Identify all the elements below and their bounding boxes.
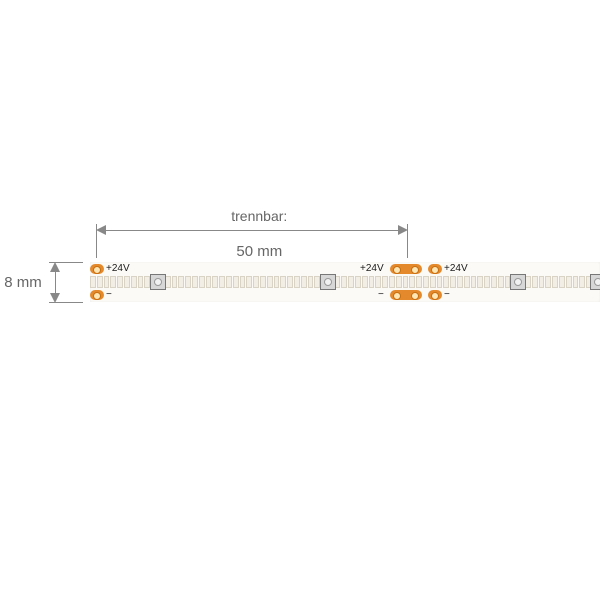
horiz-dim-arrow-right (398, 225, 408, 235)
solder-pad (90, 264, 104, 274)
led (573, 276, 579, 288)
pad-label: − (378, 289, 384, 300)
led (308, 276, 314, 288)
resistor-chip (590, 274, 600, 290)
led (97, 276, 103, 288)
led (117, 276, 123, 288)
led (389, 276, 395, 288)
pad-label: +24V (106, 263, 130, 274)
led (369, 276, 375, 288)
horiz-dim-arrow-left (96, 225, 106, 235)
pad-label: − (106, 289, 112, 300)
led (138, 276, 144, 288)
led (104, 276, 110, 288)
led (294, 276, 300, 288)
led (450, 276, 456, 288)
led (484, 276, 490, 288)
led (362, 276, 368, 288)
led (375, 276, 381, 288)
pad-label: +24V (360, 263, 384, 274)
led (409, 276, 415, 288)
led (185, 276, 191, 288)
led (491, 276, 497, 288)
led (430, 276, 436, 288)
led (532, 276, 538, 288)
led (233, 276, 239, 288)
led (274, 276, 280, 288)
resistor-chip (320, 274, 336, 290)
led (457, 276, 463, 288)
pad-label: +24V (444, 263, 468, 274)
led (240, 276, 246, 288)
solder-pad (390, 290, 422, 300)
led (253, 276, 259, 288)
resistor-chip (150, 274, 166, 290)
solder-pad (428, 264, 442, 274)
diagram-canvas: trennbar: 50 mm 8 mm +24V − +24V − +24V − (0, 0, 600, 600)
led (443, 276, 449, 288)
led (566, 276, 572, 288)
resistor-chip (510, 274, 526, 290)
led (477, 276, 483, 288)
vert-dim-arrow-down (50, 293, 60, 303)
height-label: 8 mm (0, 274, 46, 293)
led (403, 276, 409, 288)
led (341, 276, 347, 288)
led (90, 276, 96, 288)
solder-pad (90, 290, 104, 300)
led (382, 276, 388, 288)
led (226, 276, 232, 288)
led (416, 276, 422, 288)
led (124, 276, 130, 288)
solder-pad (390, 264, 422, 274)
separable-value: 50 mm (236, 243, 282, 260)
led (437, 276, 443, 288)
led (552, 276, 558, 288)
vert-dim-arrow-up (50, 262, 60, 272)
led (131, 276, 137, 288)
separable-word: trennbar: (231, 208, 287, 224)
vert-dim-line (55, 270, 56, 295)
led (301, 276, 307, 288)
led (396, 276, 402, 288)
led-strip: +24V − +24V − +24V − (90, 262, 600, 302)
led (280, 276, 286, 288)
led (355, 276, 361, 288)
led (471, 276, 477, 288)
led (219, 276, 225, 288)
horiz-dim-line (104, 230, 400, 231)
led (206, 276, 212, 288)
led (260, 276, 266, 288)
led (287, 276, 293, 288)
led (498, 276, 504, 288)
led (464, 276, 470, 288)
led (172, 276, 178, 288)
led (545, 276, 551, 288)
led (246, 276, 252, 288)
led (539, 276, 545, 288)
led (267, 276, 273, 288)
led (348, 276, 354, 288)
led (110, 276, 116, 288)
led (423, 276, 429, 288)
led (212, 276, 218, 288)
led (559, 276, 565, 288)
led (192, 276, 198, 288)
led (199, 276, 205, 288)
led (579, 276, 585, 288)
solder-pad (428, 290, 442, 300)
led (178, 276, 184, 288)
pad-label: − (444, 289, 450, 300)
